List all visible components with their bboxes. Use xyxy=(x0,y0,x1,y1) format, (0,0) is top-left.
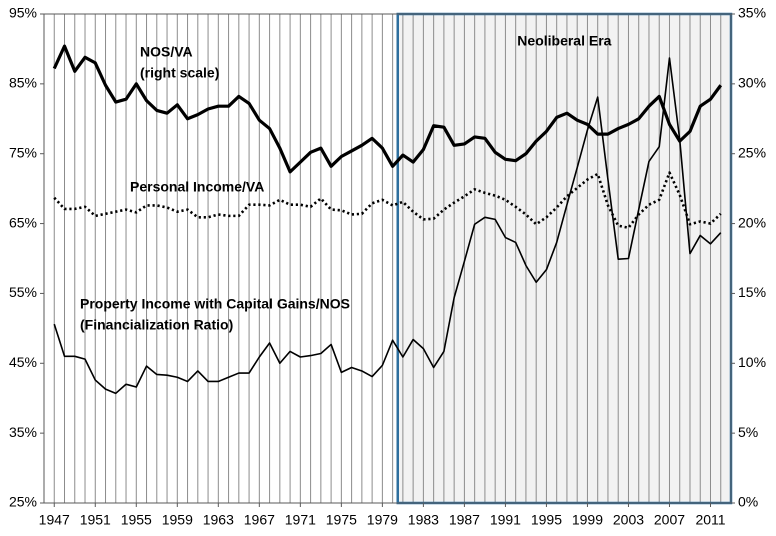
y2-tick-label: 15% xyxy=(738,284,766,300)
x-tick-label: 2007 xyxy=(654,512,685,528)
x-tick-label: 1959 xyxy=(162,512,193,528)
x-tick-label: 1987 xyxy=(449,512,480,528)
x-tick-label: 2011 xyxy=(695,512,725,528)
y-tick-label: 85% xyxy=(9,75,37,91)
y2-tick-label: 20% xyxy=(738,214,766,230)
y2-tick-label: 5% xyxy=(738,424,758,440)
y-tick-label: 35% xyxy=(9,424,37,440)
x-tick-label: 1979 xyxy=(367,512,398,528)
x-tick-label: 1999 xyxy=(572,512,603,528)
x-tick-label: 1983 xyxy=(408,512,439,528)
series-note: (Financialization Ratio) xyxy=(80,317,233,333)
x-tick-label: 1975 xyxy=(326,512,357,528)
x-tick-label: 1995 xyxy=(531,512,562,528)
y2-tick-label: 25% xyxy=(738,144,766,160)
y2-tick-label: 0% xyxy=(738,494,758,510)
y-tick-label: 95% xyxy=(9,5,37,21)
shaded-region xyxy=(397,14,731,503)
x-tick-label: 1955 xyxy=(121,512,152,528)
x-tick-label: 1991 xyxy=(490,512,521,528)
y2-tick-label: 30% xyxy=(738,75,766,91)
region-label: Neoliberal Era xyxy=(517,33,611,49)
x-tick-label: 1967 xyxy=(244,512,275,528)
x-tick-label: 1963 xyxy=(203,512,234,528)
y-tick-label: 65% xyxy=(9,214,37,230)
series-line xyxy=(53,171,722,230)
y-tick-label: 45% xyxy=(9,354,37,370)
y-tick-label: 25% xyxy=(9,494,37,510)
y2-tick-label: 35% xyxy=(738,5,766,21)
x-tick-label: 1971 xyxy=(285,512,316,528)
y-tick-label: 75% xyxy=(9,144,37,160)
x-tick-label: 1951 xyxy=(80,512,111,528)
x-tick-label: 2003 xyxy=(613,512,644,528)
series-label: Property Income with Capital Gains/NOS xyxy=(80,296,350,312)
x-tick-label: 1947 xyxy=(39,512,70,528)
plot-frame xyxy=(43,13,732,504)
y-tick-label: 55% xyxy=(9,284,37,300)
series-note: (right scale) xyxy=(140,65,219,81)
series-label: Personal Income/VA xyxy=(130,179,264,195)
series-line xyxy=(52,44,723,174)
series-label: NOS/VA xyxy=(140,44,193,60)
series-line xyxy=(53,57,722,395)
y2-tick-label: 10% xyxy=(738,354,766,370)
